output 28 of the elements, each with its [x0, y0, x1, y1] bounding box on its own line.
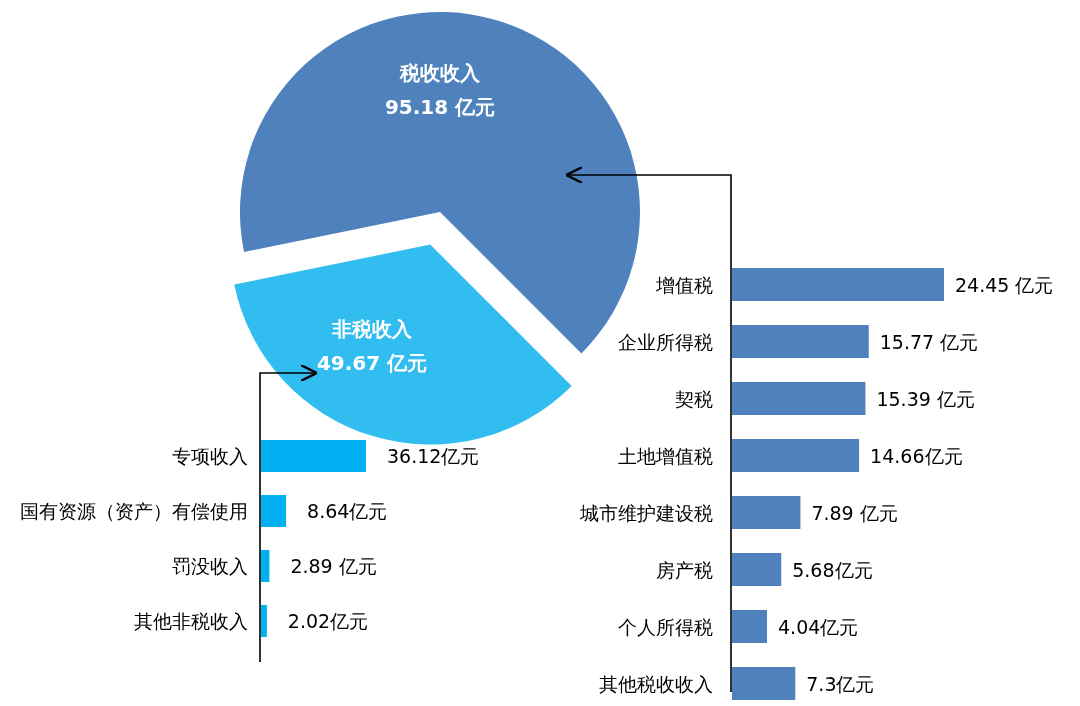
data-label: 2.02亿元: [287, 610, 369, 632]
y-tick-label: 房产税: [656, 558, 713, 581]
y-tick-label: 国有资源（资产）有偿使用: [20, 500, 248, 522]
data-label: 36.12亿元: [387, 445, 480, 467]
data-label: 95.18 亿元: [384, 95, 496, 119]
data-label: 8.64亿元: [307, 500, 388, 522]
y-tick-label: 其他非税收入: [134, 610, 248, 632]
y-tick-label: 专项收入: [172, 445, 248, 467]
y-tick-label: 增值税: [655, 273, 713, 296]
data-label: 14.66亿元: [870, 444, 963, 467]
y-tick-label: 企业所得税: [618, 330, 713, 353]
data-label: 5.68亿元: [792, 558, 873, 581]
data-label: 15.39 亿元: [876, 387, 975, 410]
data-label: 2.89 亿元: [290, 555, 377, 577]
data-label: 7.89 亿元: [811, 501, 898, 524]
y-tick-label: 城市维护建设税: [579, 501, 713, 524]
data-label: 4.04亿元: [778, 615, 859, 638]
y-tick-label: 土地增值税: [618, 444, 713, 467]
y-tick-label: 罚没收入: [172, 555, 248, 577]
slice-label: 非税收入: [331, 317, 413, 341]
data-label: 7.3亿元: [806, 672, 875, 695]
y-tick-label: 其他税收收入: [599, 672, 713, 695]
y-tick-label: 个人所得税: [618, 615, 713, 638]
data-label: 49.67 亿元: [316, 351, 428, 375]
slice-label: 税收收入: [399, 61, 481, 85]
y-tick-label: 契税: [675, 387, 713, 410]
data-label: 24.45 亿元: [955, 273, 1054, 296]
data-label: 15.77 亿元: [879, 330, 979, 353]
